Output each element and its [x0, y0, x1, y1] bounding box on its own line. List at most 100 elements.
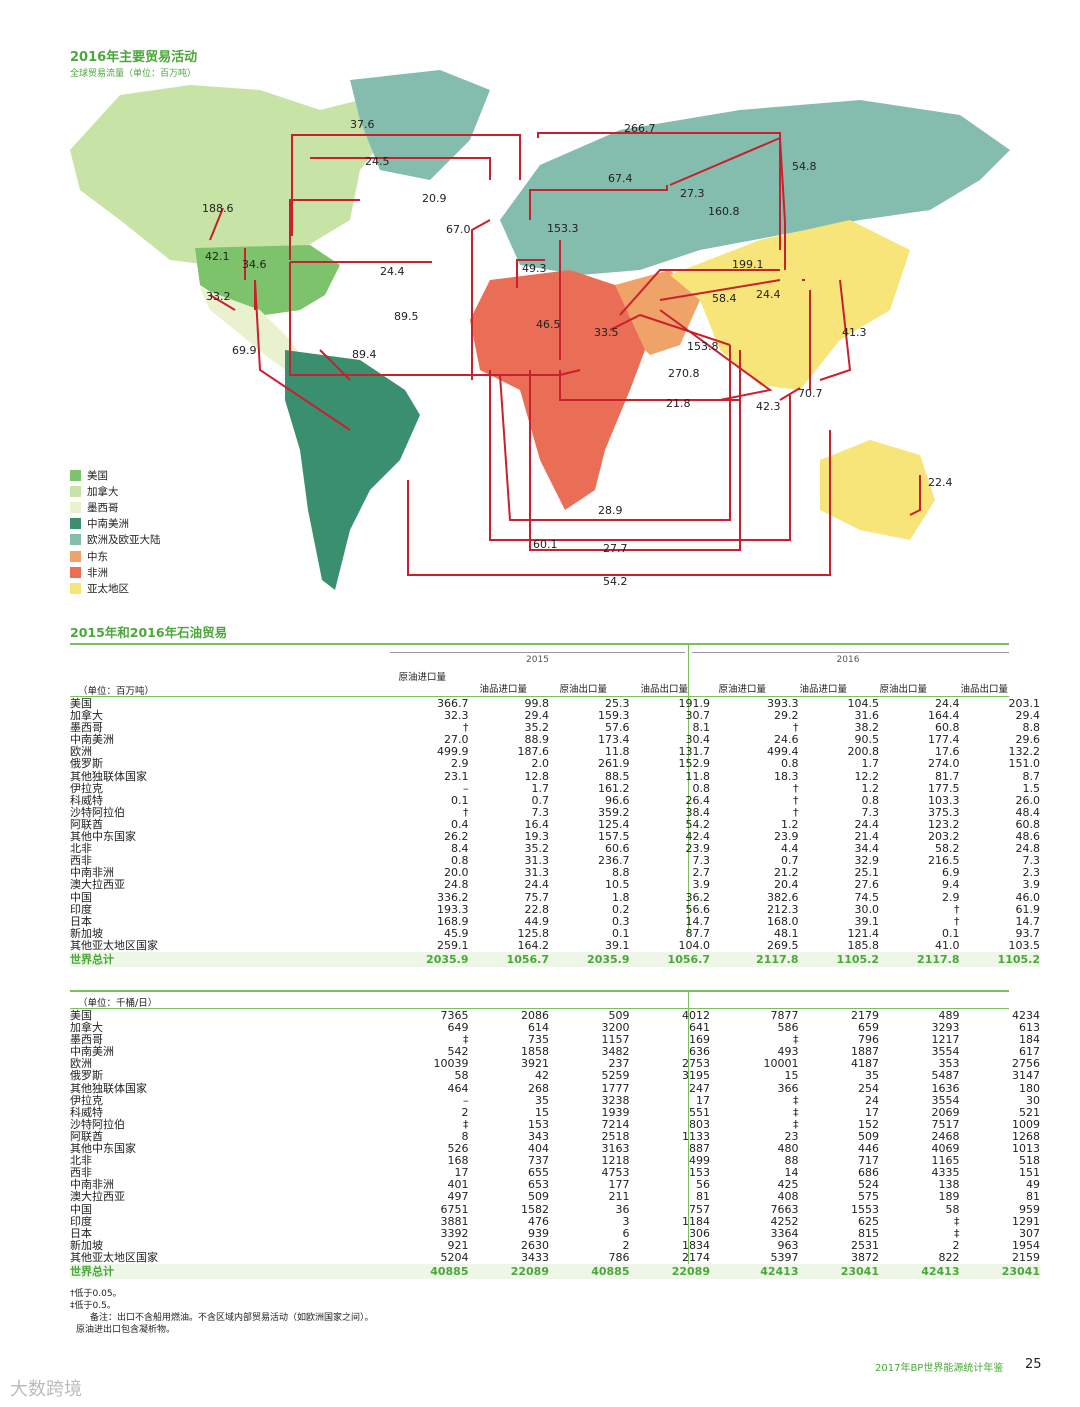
row-name: 科威特 [70, 793, 103, 807]
table-cell: 60.6 [605, 842, 630, 856]
table-row: 其他独联体国家 464 268 1777 247 366 254 1636 180 [70, 1081, 1040, 1095]
table-cell: 185.8 [847, 938, 880, 952]
table-cell: 2 [622, 1238, 630, 1252]
table-cell: 12.8 [524, 769, 550, 783]
year-gap [710, 758, 718, 770]
table-cell: 366.7 [437, 697, 469, 710]
table-row: 伊拉克 – 35 3238 17 ‡ 24 3554 30 [70, 1093, 1040, 1107]
table-cell: 24.8 [1015, 842, 1041, 856]
table-row: 欧洲 10039 3921 237 2753 10001 4187 353 2756 [70, 1058, 1040, 1070]
flow-arrow [779, 387, 801, 401]
table-cell: 1.7 [531, 781, 550, 795]
table-cell: 168.9 [437, 914, 469, 928]
table-cell: 641 [689, 1021, 710, 1035]
table-cell: 1009 [1012, 1117, 1040, 1131]
map-title: 2016年主要贸易活动 [70, 50, 198, 65]
legend-item: 亚太地区 [70, 580, 161, 596]
table-cell: † [954, 902, 960, 916]
table-cell: 3147 [1012, 1069, 1040, 1083]
table-cell: 152 [858, 1117, 879, 1131]
flow-label: 28.9 [598, 504, 623, 517]
year-gap [710, 1070, 718, 1082]
table-row: 中国 6751 1582 36 757 7663 1553 58 959 [70, 1202, 1040, 1216]
table-cell: 4.4 [781, 842, 799, 856]
table-cell: 375.3 [928, 805, 960, 819]
table-cell: 2117.8 [879, 951, 960, 967]
flow-arrow [619, 269, 780, 316]
table-cell: 3195 [682, 1069, 710, 1083]
table-row: 美国 7365 2086 509 4012 7877 2179 489 4234 [70, 1009, 1040, 1022]
table-cell: 24.4 [935, 697, 960, 710]
table-cell: 0.7 [531, 793, 550, 807]
table-cell: 26.0 [1015, 793, 1041, 807]
flow-arrow [659, 279, 781, 301]
table-cell: 8.4 [451, 842, 469, 856]
table-cell: 401 [447, 1178, 469, 1192]
flow-label: 24.5 [365, 155, 390, 168]
year-gap [710, 1131, 718, 1143]
table-row: 日本 168.9 44.9 0.3 14.7 168.0 39.1 † 14.7 [70, 914, 1041, 928]
table-cell: 268 [528, 1081, 549, 1095]
table-cell: 61.9 [1015, 902, 1041, 916]
table-cell: 526 [447, 1142, 469, 1156]
year-gap [710, 1046, 718, 1058]
table-cell: 521 [1019, 1105, 1040, 1119]
table-cell: 2.0 [531, 757, 550, 771]
year-gap [710, 1240, 718, 1252]
year-gap [710, 916, 718, 928]
table-cell: 0.1 [942, 926, 960, 940]
row-name: 新加坡 [70, 926, 103, 940]
table-cell: 29.6 [1015, 733, 1041, 747]
table-cell: 7877 [770, 1009, 799, 1022]
table-cell: 153 [689, 1166, 710, 1180]
table-cell: 7214 [601, 1117, 630, 1131]
flow-arrow [209, 294, 236, 311]
table-cell: 23.9 [685, 842, 711, 856]
flow-arrow [209, 207, 224, 241]
table-cell: 40885 [549, 1263, 630, 1279]
table-cell: 164.2 [517, 938, 550, 952]
table-cell: 46.0 [1015, 890, 1041, 904]
table-cell: 29.4 [524, 709, 550, 723]
table-cell: 464 [447, 1081, 469, 1095]
table-cell: 24.8 [444, 878, 469, 892]
flow-label: 266.7 [624, 122, 656, 135]
map-legend: 美国 加拿大 墨西哥 中南美洲 欧洲及欧亚大陆 中东 非洲 亚太地区 [70, 467, 161, 597]
table-cell: 10.5 [605, 878, 630, 892]
table-cell: 2 [461, 1105, 469, 1119]
table-row: 加拿大 32.3 29.4 159.3 30.7 29.2 31.6 164.4 29.4 [70, 709, 1040, 723]
table-cell: 138 [938, 1178, 960, 1192]
table-cell: – [463, 1093, 469, 1107]
flow-label: 153.8 [687, 340, 719, 353]
table-cell: 24.6 [774, 733, 799, 747]
table-cell: 14.7 [1015, 914, 1041, 928]
table-cell: 211 [608, 1190, 630, 1204]
table-row: 中国 336.2 75.7 1.8 36.2 382.6 74.5 2.9 46.0 [70, 890, 1041, 904]
table-cell: 49 [1026, 1178, 1040, 1192]
table-row: 西非 17 655 4753 153 14 686 4335 151 [70, 1167, 1040, 1179]
table-cell: 1056.7 [468, 951, 549, 967]
table-cell: 104.0 [678, 938, 711, 952]
table-cell: 3433 [521, 1250, 549, 1264]
table-cell: 58 [945, 1202, 960, 1216]
table-row: 中南非洲 20.0 31.3 8.8 2.7 21.2 25.1 6.9 2.3 [70, 867, 1040, 879]
table-cell: 1218 [601, 1154, 630, 1168]
table-cell: 22089 [629, 1263, 710, 1279]
table-cell: 7517 [931, 1117, 960, 1131]
table-cell: 35 [535, 1093, 549, 1107]
year-gap [710, 1143, 718, 1155]
table-cell: 1157 [601, 1033, 630, 1047]
table-row: 澳大拉西亚 24.8 24.4 10.5 3.9 20.4 27.6 9.4 3.9 [70, 879, 1040, 891]
row-name: 欧洲 [70, 745, 92, 759]
table-cell: 1939 [601, 1105, 630, 1119]
table-cell: 7.3 [1022, 854, 1041, 868]
table-cell: 125.8 [517, 926, 550, 940]
table-cell: 3392 [440, 1226, 469, 1240]
table-cell: 1858 [521, 1045, 549, 1059]
flow-arrow [489, 370, 791, 541]
column-header: 油品出口量 [960, 684, 1008, 695]
table-cell: 24 [865, 1093, 879, 1107]
table-cell: 1954 [1012, 1238, 1040, 1252]
table-cell: 8.1 [692, 721, 711, 735]
table-cell: 57.6 [605, 721, 630, 735]
